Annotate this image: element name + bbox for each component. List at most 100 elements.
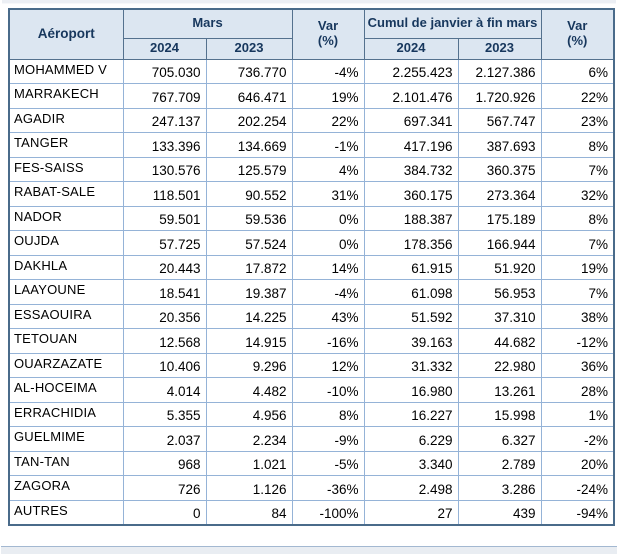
cumul-2024-cell: 31.332 xyxy=(363,352,459,378)
cumul-2024-cell: 27 xyxy=(363,499,459,525)
var-mars-cell: -36% xyxy=(291,475,365,501)
header-airport: Aéroport xyxy=(8,8,124,60)
airport-name-cell: ZAGORA xyxy=(8,475,124,501)
cumul-2024-cell: 61.098 xyxy=(363,279,459,305)
mars-2024-cell: 59.501 xyxy=(122,205,207,231)
table-row: OUJDA 57.725 57.524 0% 178.356 166.944 7… xyxy=(8,230,615,256)
cumul-2023-cell: 37.310 xyxy=(457,303,542,329)
airport-traffic-table: Aéroport Mars Var (%) Cumul de janvier à… xyxy=(8,8,616,526)
cumul-2023-cell: 13.261 xyxy=(457,377,542,403)
table-row: MARRAKECH 767.709 646.471 19% 2.101.476 … xyxy=(8,83,615,109)
var-cumul-cell: 1% xyxy=(540,401,615,427)
table-row: TANGER 133.396 134.669 -1% 417.196 387.6… xyxy=(8,132,615,158)
mars-2023-cell: 84 xyxy=(205,499,293,525)
table-row: AL-HOCEIMA 4.014 4.482 -10% 16.980 13.26… xyxy=(8,377,615,403)
cumul-2024-cell: 6.229 xyxy=(363,426,459,452)
var-mars-cell: 31% xyxy=(291,181,365,207)
var-cumul-cell: 22% xyxy=(540,83,615,109)
cumul-2024-cell: 2.255.423 xyxy=(363,58,459,84)
var-cumul-cell: -24% xyxy=(540,475,615,501)
table-row: TETOUAN 12.568 14.915 -16% 39.163 44.682… xyxy=(8,328,615,354)
var-mars-cell: 14% xyxy=(291,254,365,280)
header-row-years: 2024 2023 2024 2023 xyxy=(9,37,614,60)
cumul-2024-cell: 16.227 xyxy=(363,401,459,427)
cumul-2023-cell: 22.980 xyxy=(457,352,542,378)
var-mars-cell: 19% xyxy=(291,83,365,109)
table-row: ESSAOUIRA 20.356 14.225 43% 51.592 37.31… xyxy=(8,303,615,329)
var-mars-cell: -4% xyxy=(291,279,365,305)
table-row: ZAGORA 726 1.126 -36% 2.498 3.286 -24% xyxy=(8,475,615,501)
mars-2023-cell: 4.956 xyxy=(205,401,293,427)
cumul-2024-cell: 188.387 xyxy=(363,205,459,231)
airport-name-cell: OUARZAZATE xyxy=(8,352,124,378)
mars-2024-cell: 20.356 xyxy=(122,303,207,329)
mars-2023-cell: 2.234 xyxy=(205,426,293,452)
var-mars-cell: -16% xyxy=(291,328,365,354)
header-row-groups: Aéroport Mars Var (%) Cumul de janvier à… xyxy=(8,8,615,60)
table-row: OUARZAZATE 10.406 9.296 12% 31.332 22.98… xyxy=(8,352,615,378)
mars-2024-cell: 4.014 xyxy=(122,377,207,403)
mars-2024-cell: 247.137 xyxy=(122,107,207,133)
cumul-2024-cell: 16.980 xyxy=(363,377,459,403)
mars-2024-cell: 2.037 xyxy=(122,426,207,452)
table-row: NADOR 59.501 59.536 0% 188.387 175.189 8… xyxy=(8,205,615,231)
cumul-2024-cell: 697.341 xyxy=(363,107,459,133)
mars-2023-cell: 736.770 xyxy=(205,58,293,84)
mars-2023-cell: 57.524 xyxy=(205,230,293,256)
cumul-2023-cell: 2.789 xyxy=(457,450,542,476)
airport-name-cell: TAN-TAN xyxy=(8,450,124,476)
var-cumul-cell: 28% xyxy=(540,377,615,403)
cumul-2023-cell: 1.720.926 xyxy=(457,83,542,109)
airport-name-cell: ERRACHIDIA xyxy=(8,401,124,427)
header-var-mars: Var (%) xyxy=(291,8,365,60)
cumul-2023-cell: 15.998 xyxy=(457,401,542,427)
table-row: AGADIR 247.137 202.254 22% 697.341 567.7… xyxy=(8,107,615,133)
mars-2023-cell: 646.471 xyxy=(205,83,293,109)
var-mars-cell: 12% xyxy=(291,352,365,378)
airport-name-cell: OUJDA xyxy=(8,230,124,256)
mars-2024-cell: 57.725 xyxy=(122,230,207,256)
airport-name-cell: TETOUAN xyxy=(8,328,124,354)
var-mars-cell: -9% xyxy=(291,426,365,452)
cumul-2024-cell: 3.340 xyxy=(363,450,459,476)
var-cumul-cell: 38% xyxy=(540,303,615,329)
var-mars-cell: 4% xyxy=(291,156,365,182)
var-cumul-cell: -94% xyxy=(540,499,615,525)
cropped-row-above xyxy=(2,0,616,4)
header-cumul-2023: 2023 xyxy=(457,37,542,60)
table-row: DAKHLA 20.443 17.872 14% 61.915 51.920 1… xyxy=(8,254,615,280)
cumul-2024-cell: 360.175 xyxy=(363,181,459,207)
mars-2024-cell: 5.355 xyxy=(122,401,207,427)
mars-2023-cell: 9.296 xyxy=(205,352,293,378)
table-row: RABAT-SALE 118.501 90.552 31% 360.175 27… xyxy=(8,181,615,207)
cumul-2024-cell: 2.498 xyxy=(363,475,459,501)
mars-2024-cell: 20.443 xyxy=(122,254,207,280)
cumul-2023-cell: 3.286 xyxy=(457,475,542,501)
mars-2024-cell: 12.568 xyxy=(122,328,207,354)
var-cumul-cell: -2% xyxy=(540,426,615,452)
airport-name-cell: FES-SAISS xyxy=(8,156,124,182)
airport-name-cell: AUTRES xyxy=(8,499,124,525)
header-mars-2023: 2023 xyxy=(205,37,293,60)
var-cumul-cell: 8% xyxy=(540,205,615,231)
mars-2023-cell: 14.915 xyxy=(205,328,293,354)
var-cumul-cell: 8% xyxy=(540,132,615,158)
var-cumul-cell: 32% xyxy=(540,181,615,207)
var-cumul-cell: 7% xyxy=(540,230,615,256)
mars-2024-cell: 0 xyxy=(122,499,207,525)
table-row: AUTRES 0 84 -100% 27 439 -94% xyxy=(8,499,615,525)
airport-name-cell: AL-HOCEIMA xyxy=(8,377,124,403)
mars-2023-cell: 14.225 xyxy=(205,303,293,329)
var-mars-cell: 22% xyxy=(291,107,365,133)
cumul-2023-cell: 175.189 xyxy=(457,205,542,231)
cumul-2023-cell: 6.327 xyxy=(457,426,542,452)
mars-2023-cell: 19.387 xyxy=(205,279,293,305)
header-cumul-group: Cumul de janvier à fin mars xyxy=(363,8,542,39)
cumul-2023-cell: 273.364 xyxy=(457,181,542,207)
cumul-2023-cell: 567.747 xyxy=(457,107,542,133)
table-header: Aéroport Mars Var (%) Cumul de janvier à… xyxy=(8,8,615,60)
mars-2023-cell: 90.552 xyxy=(205,181,293,207)
var-cumul-cell: 19% xyxy=(540,254,615,280)
header-mars-group: Mars xyxy=(122,8,293,39)
airport-name-cell: AGADIR xyxy=(8,107,124,133)
